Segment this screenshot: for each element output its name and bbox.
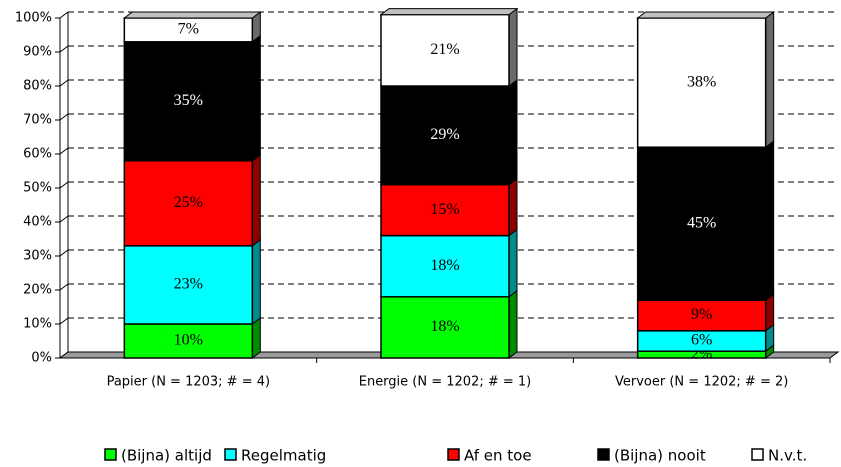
grid-depth	[59, 79, 69, 87]
bar-side	[508, 228, 518, 298]
bar	[636, 299, 767, 332]
y-tick-label: 20%	[23, 283, 52, 298]
x-tick-label: Energie (N = 1202; # = 1)	[359, 375, 532, 390]
bar	[380, 296, 510, 359]
legend-label: (Bijna) nooit	[614, 447, 706, 465]
legend-label: Regelmatig	[241, 447, 326, 465]
bar	[636, 17, 767, 148]
legend-swatch	[224, 448, 237, 461]
bar	[636, 146, 767, 301]
bar-side	[508, 289, 518, 359]
y-tick-label: 100%	[15, 11, 52, 26]
grid-depth	[59, 249, 69, 257]
data-label: 6%	[691, 332, 712, 349]
bar	[123, 41, 254, 162]
y-tick-label: 60%	[23, 147, 52, 162]
grid-depth	[59, 147, 69, 155]
data-label: 45%	[687, 214, 716, 231]
data-label: 29%	[430, 126, 459, 143]
grid-depth	[59, 113, 69, 121]
legend-swatch	[597, 448, 610, 461]
y-tick-label: 0%	[31, 351, 52, 366]
bar	[380, 183, 510, 237]
legend-label: Af en toe	[464, 447, 532, 465]
data-label: 9%	[691, 306, 712, 323]
data-label: 10%	[174, 332, 203, 349]
bar-top	[379, 8, 519, 16]
data-label: 38%	[687, 73, 716, 90]
bar	[123, 323, 254, 359]
bar-side	[508, 177, 518, 237]
bar-top	[636, 11, 776, 19]
y-tick-label: 30%	[23, 249, 52, 264]
data-label: 23%	[174, 276, 203, 293]
y-tick-label: 90%	[23, 45, 52, 60]
legend-label: (Bijna) altijd	[121, 447, 212, 465]
y-tick-label: 40%	[23, 215, 52, 230]
grid-depth	[59, 317, 69, 325]
y-tick-label: 50%	[23, 181, 52, 196]
legend-swatch	[447, 448, 460, 461]
x-tick-label: Papier (N = 1203; # = 4)	[107, 375, 271, 390]
bar-side	[251, 34, 261, 162]
bar	[380, 13, 510, 87]
grid-depth	[59, 283, 69, 291]
data-label: 15%	[430, 201, 459, 218]
legend-swatch	[104, 448, 117, 461]
legend-label: N.v.t.	[768, 447, 807, 465]
legend-swatch	[751, 448, 764, 461]
bar-side	[508, 7, 518, 87]
bar-side	[765, 11, 775, 149]
data-label: 25%	[174, 194, 203, 211]
bar-side	[251, 317, 261, 359]
data-label: 7%	[178, 21, 199, 38]
y-tick-label: 70%	[23, 113, 52, 128]
grid-depth	[59, 181, 69, 189]
data-label: 21%	[430, 41, 459, 58]
y-tick-label: 10%	[23, 317, 52, 332]
bar-side	[251, 238, 261, 325]
data-label: 35%	[174, 92, 203, 109]
bar-side	[508, 79, 518, 186]
x-tick-label: Vervoer (N = 1202; # = 2)	[615, 375, 788, 390]
bar	[380, 85, 510, 186]
grid-depth	[59, 11, 69, 19]
data-label: 18%	[430, 257, 459, 274]
grid-depth	[59, 215, 69, 223]
bar-side	[251, 153, 261, 247]
grid-depth	[59, 45, 69, 53]
bar-side	[765, 140, 775, 302]
data-label: 18%	[430, 318, 459, 335]
bar-top	[122, 11, 262, 19]
y-tick-label: 80%	[23, 79, 52, 94]
